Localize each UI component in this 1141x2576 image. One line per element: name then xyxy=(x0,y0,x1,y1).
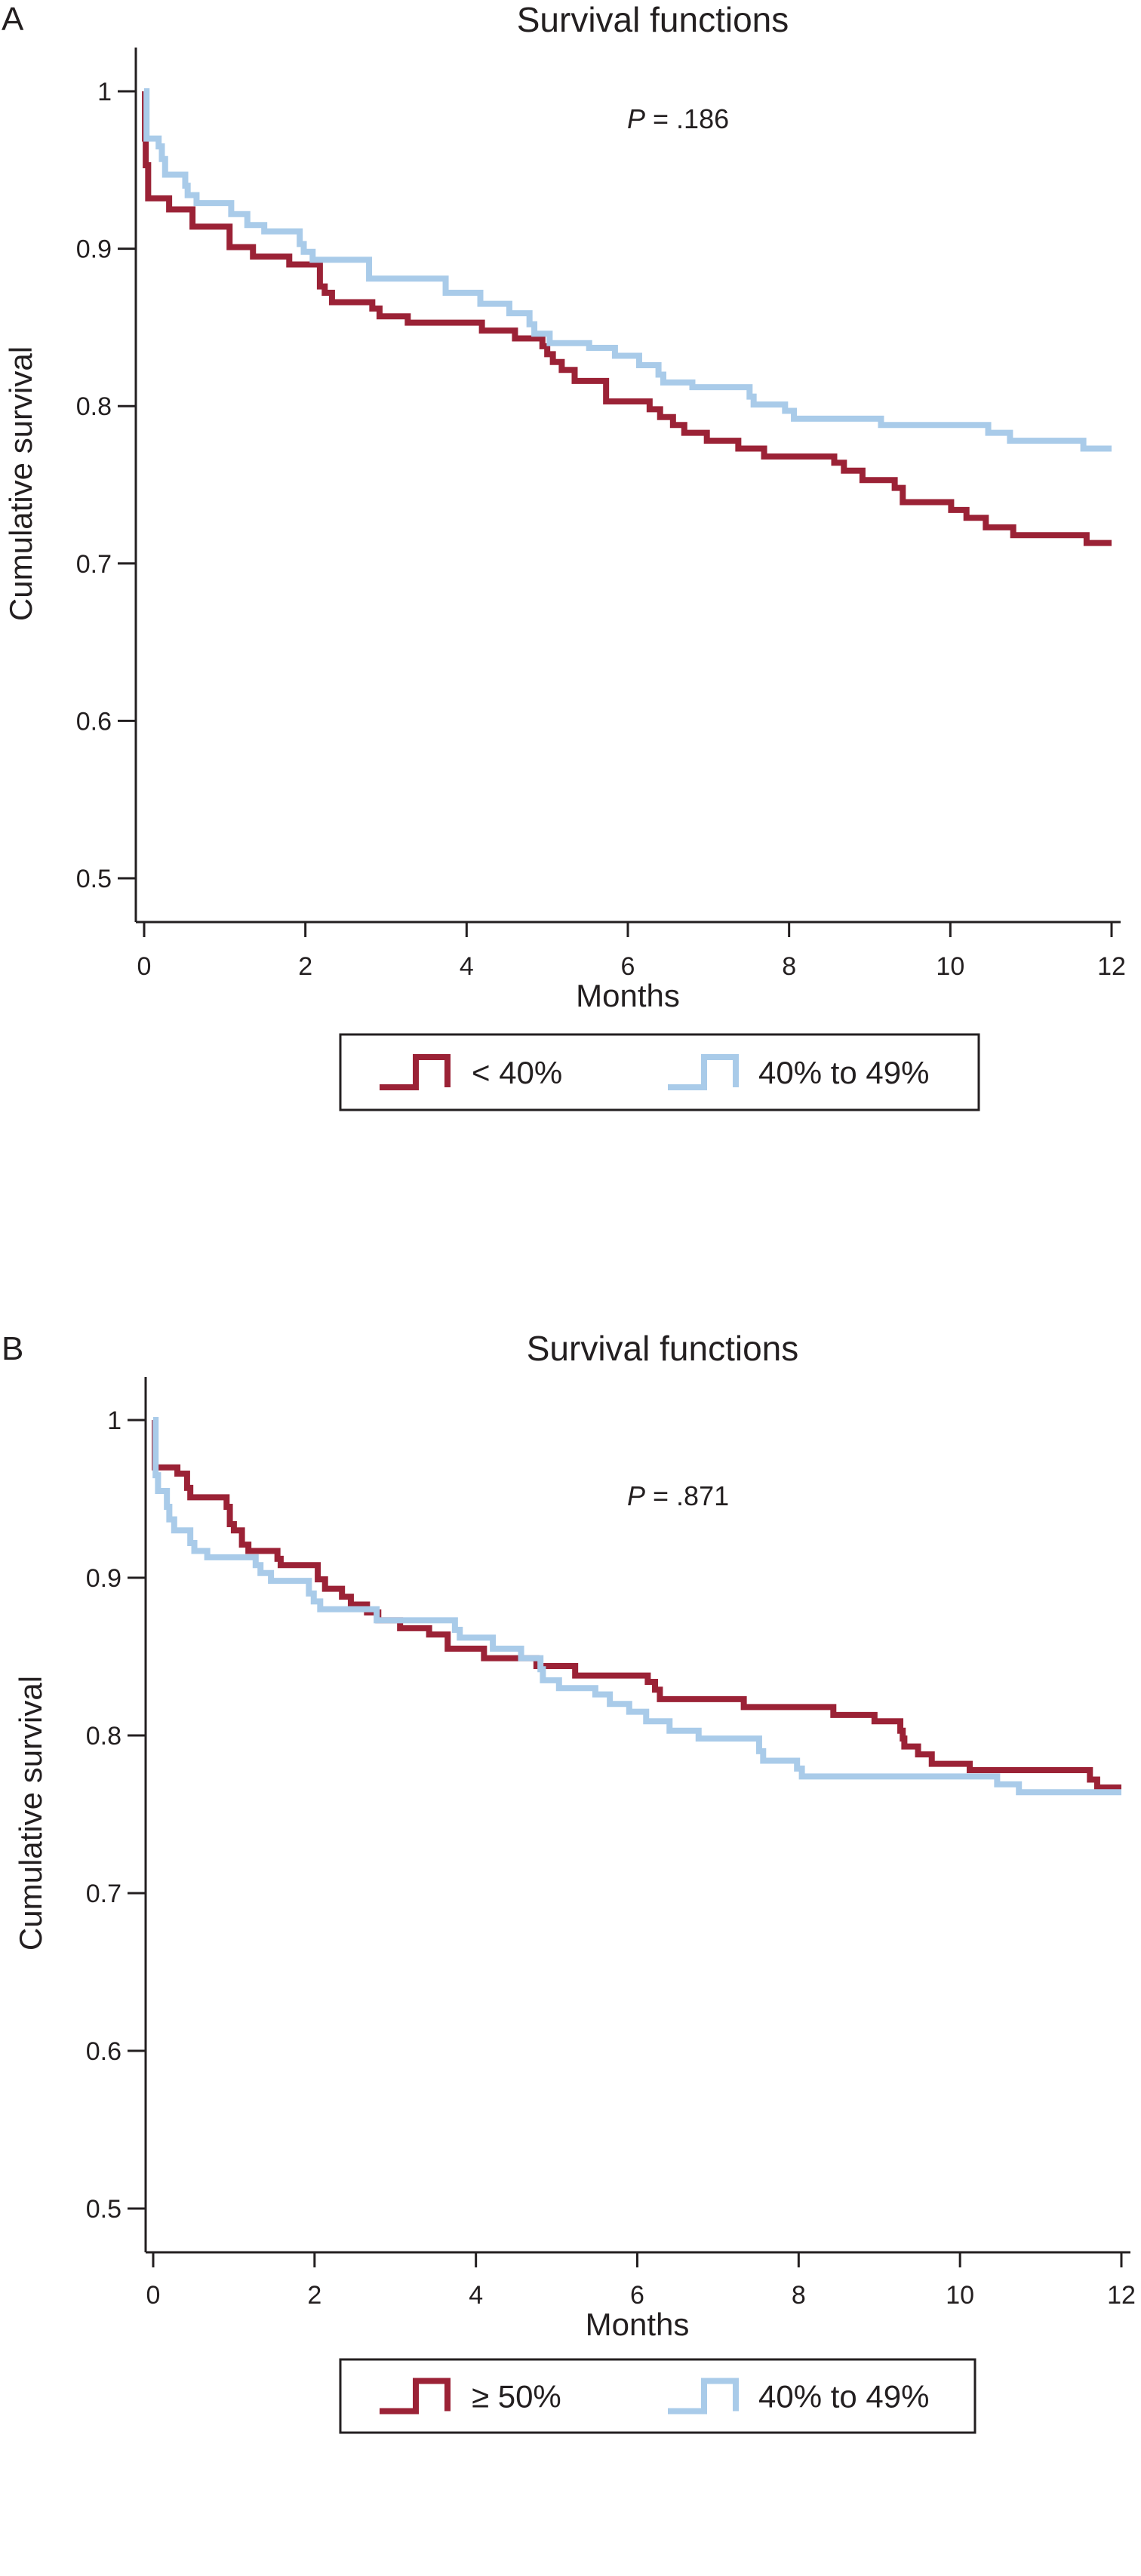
legend: < 40% 40% to 49% xyxy=(339,1033,980,1111)
chart-title: Survival functions xyxy=(517,0,789,39)
x-tick-label: 4 xyxy=(469,2281,483,2310)
survival-curve-red xyxy=(152,1417,1121,1791)
x-tick-label: 0 xyxy=(146,2281,161,2310)
p-value-annotation: P = .871 xyxy=(627,1480,729,1511)
y-tick-label: 0.8 xyxy=(76,392,112,421)
chart-title: Survival functions xyxy=(527,1329,799,1368)
p-symbol: P xyxy=(627,1480,645,1511)
y-tick-label: 0.9 xyxy=(76,235,112,264)
y-tick-label: 0.7 xyxy=(76,550,112,579)
y-tick-label: 1 xyxy=(107,1406,121,1435)
survival-curve-blue xyxy=(152,1417,1121,1796)
y-tick-label: 0.6 xyxy=(76,707,112,736)
legend-label: 40% to 49% xyxy=(758,2379,930,2415)
x-tick-label: 2 xyxy=(307,2281,321,2310)
x-tick-label: 4 xyxy=(460,952,474,981)
legend-swatch-step-icon xyxy=(380,1054,451,1090)
survival-curve-blue xyxy=(143,88,1112,452)
y-axis-label: Cumulative survival xyxy=(13,1676,48,1950)
y-tick-label: 0.9 xyxy=(86,1564,121,1593)
legend-swatch-step-icon xyxy=(668,2378,739,2415)
p-value-annotation: P = .186 xyxy=(627,103,729,134)
p-symbol: P xyxy=(627,103,645,134)
x-axis-label: Months xyxy=(576,978,680,1013)
y-tick-label: 0.6 xyxy=(86,2037,121,2066)
x-tick-label: 2 xyxy=(298,952,312,981)
x-tick-label: 10 xyxy=(946,2281,974,2310)
x-tick-label: 8 xyxy=(782,952,796,981)
legend-swatch-step-icon xyxy=(380,2378,451,2415)
x-tick-label: 12 xyxy=(1107,2281,1136,2310)
y-tick-label: 0.5 xyxy=(86,2195,121,2224)
x-tick-label: 8 xyxy=(792,2281,806,2310)
legend: ≥ 50% 40% to 49% xyxy=(339,2358,976,2434)
x-tick-label: 10 xyxy=(936,952,964,981)
y-axis-label: Cumulative survival xyxy=(3,346,38,621)
y-tick-label: 0.7 xyxy=(86,1880,121,1908)
p-value: = .871 xyxy=(645,1480,729,1511)
panel-label: A xyxy=(2,1,24,38)
legend-label: 40% to 49% xyxy=(758,1055,930,1090)
p-value: = .186 xyxy=(645,103,729,134)
y-tick-label: 1 xyxy=(97,78,112,106)
y-tick-label: 0.8 xyxy=(86,1722,121,1751)
y-tick-label: 0.5 xyxy=(76,865,112,893)
legend-label: ≥ 50% xyxy=(472,2379,561,2415)
x-tick-label: 0 xyxy=(137,952,152,981)
x-tick-label: 6 xyxy=(630,2281,644,2310)
x-tick-label: 12 xyxy=(1097,952,1126,981)
x-tick-label: 6 xyxy=(621,952,635,981)
survival-curve-red xyxy=(142,88,1112,546)
legend-swatch-step-icon xyxy=(668,1054,739,1090)
legend-label: < 40% xyxy=(472,1055,562,1090)
x-axis-label: Months xyxy=(586,2307,690,2342)
panel-label: B xyxy=(2,1330,23,1367)
